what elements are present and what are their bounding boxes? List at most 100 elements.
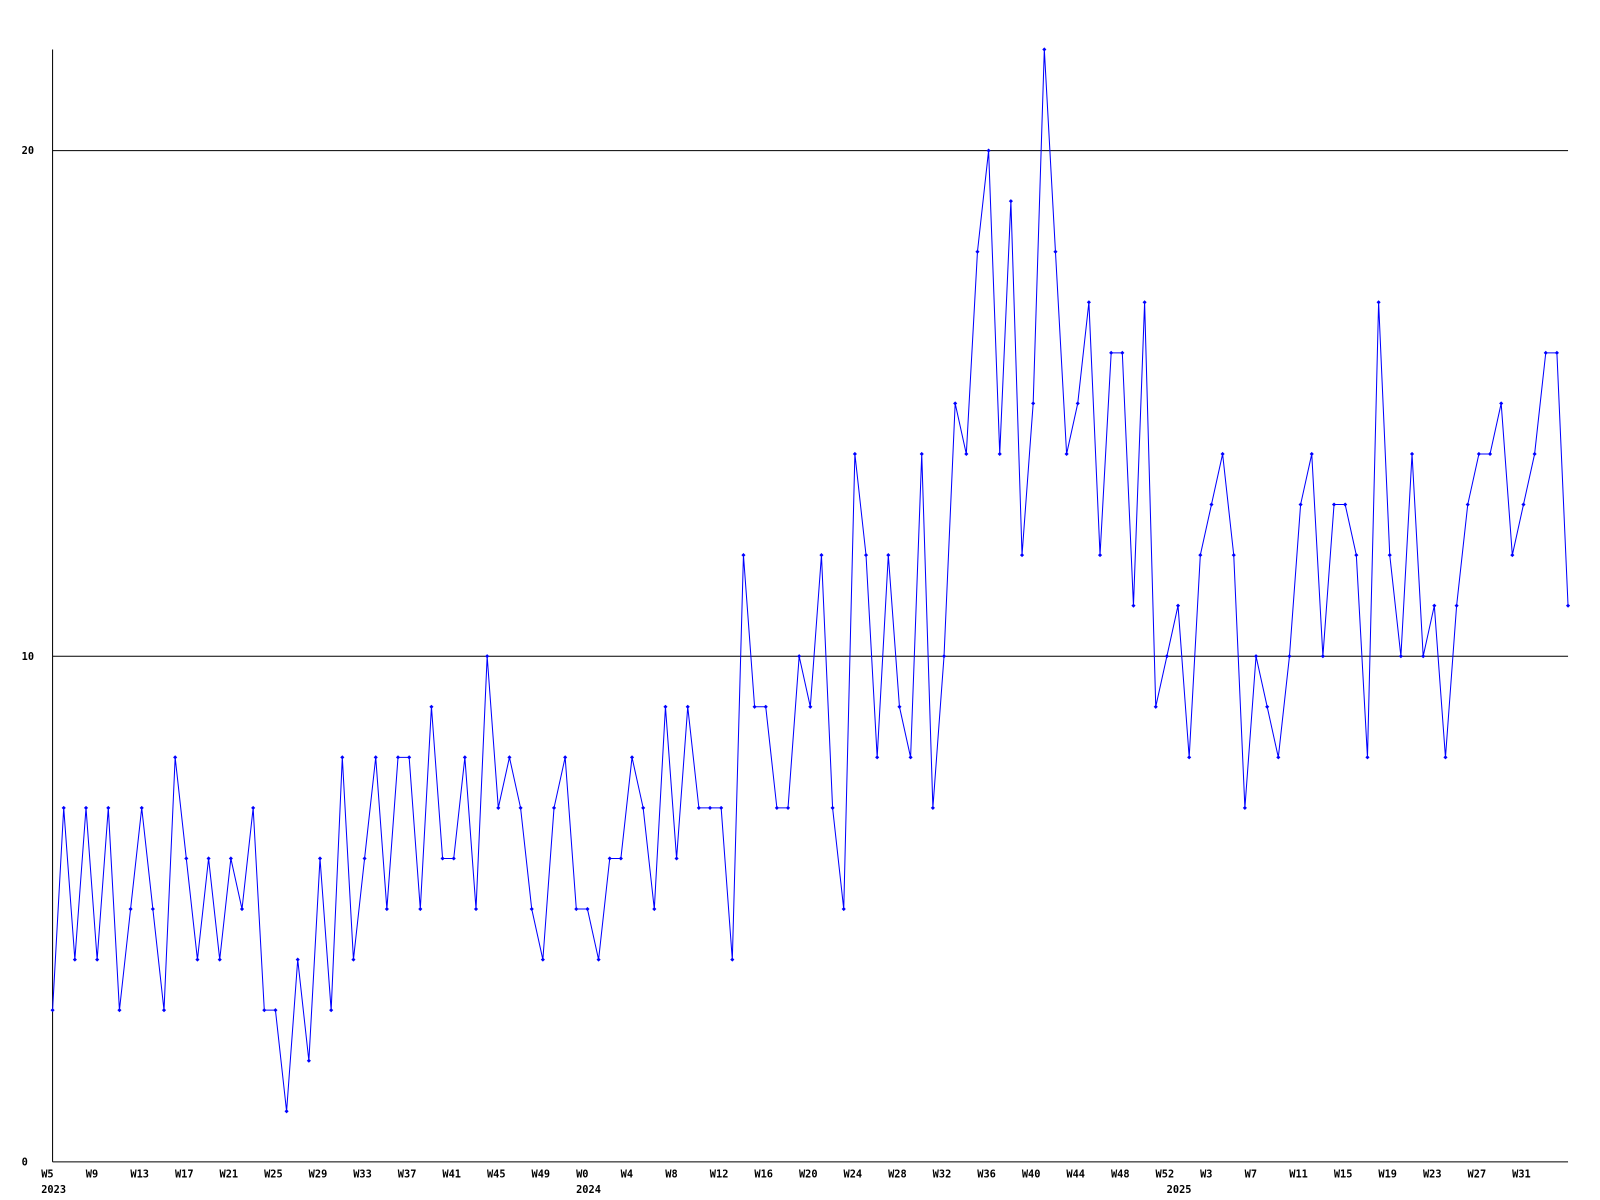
point xyxy=(1209,502,1214,507)
x-tick-label: W5 xyxy=(41,1168,53,1180)
x-tick-label: W24 xyxy=(844,1168,863,1180)
point xyxy=(540,957,545,962)
point xyxy=(329,1008,334,1013)
point xyxy=(1142,300,1147,305)
point xyxy=(273,1008,278,1013)
point xyxy=(496,805,501,810)
point xyxy=(641,805,646,810)
x-tick-label: W44 xyxy=(1066,1168,1085,1180)
point xyxy=(429,704,434,709)
year-label: 2024 xyxy=(576,1184,601,1196)
point xyxy=(1432,603,1437,608)
x-tick-label: W32 xyxy=(933,1168,952,1180)
point xyxy=(384,906,389,912)
y-tick-label: 0 xyxy=(22,1156,28,1168)
x-tick-label: W11 xyxy=(1289,1168,1308,1180)
point xyxy=(95,957,100,962)
x-tick-label: W3 xyxy=(1200,1168,1212,1180)
year-label: 2023 xyxy=(41,1184,66,1196)
point xyxy=(407,755,412,760)
point xyxy=(1042,47,1047,52)
point xyxy=(551,805,557,810)
point xyxy=(1120,350,1125,355)
point xyxy=(206,856,211,861)
point xyxy=(841,906,846,912)
point xyxy=(418,906,423,912)
x-tick-label: W37 xyxy=(398,1168,417,1180)
point xyxy=(451,856,456,861)
point xyxy=(1287,654,1292,659)
point xyxy=(1354,553,1359,558)
point xyxy=(763,704,768,709)
point xyxy=(785,805,791,810)
x-tick-label: W17 xyxy=(175,1168,194,1180)
point xyxy=(1298,502,1303,507)
point xyxy=(1421,654,1426,659)
point xyxy=(930,805,935,810)
point xyxy=(72,957,77,962)
point xyxy=(618,856,623,861)
point xyxy=(362,856,367,861)
point xyxy=(574,906,579,912)
y-tick-label: 20 xyxy=(22,145,34,157)
point xyxy=(1465,502,1470,507)
point xyxy=(1510,553,1515,558)
x-tick-label: W16 xyxy=(754,1168,773,1180)
point xyxy=(1019,553,1025,558)
x-tick-label: W36 xyxy=(977,1168,996,1180)
point xyxy=(1064,451,1069,457)
point xyxy=(161,1008,167,1013)
point xyxy=(1543,350,1548,355)
point xyxy=(863,553,869,558)
x-tick-label: W48 xyxy=(1111,1168,1130,1180)
point xyxy=(1242,805,1247,810)
x-tick-label: W41 xyxy=(442,1168,461,1180)
point xyxy=(797,654,802,659)
x-tick-label: W7 xyxy=(1245,1168,1257,1180)
point xyxy=(440,856,445,861)
point xyxy=(607,856,612,861)
point xyxy=(1376,300,1381,305)
point xyxy=(1443,755,1448,760)
point xyxy=(1532,451,1537,457)
point xyxy=(284,1109,289,1114)
point xyxy=(585,906,590,912)
point xyxy=(1253,654,1259,659)
point xyxy=(1031,401,1036,406)
point xyxy=(1109,350,1114,355)
x-tick-label: W4 xyxy=(621,1168,633,1180)
point xyxy=(395,755,401,760)
point xyxy=(1008,199,1013,204)
point xyxy=(61,805,66,810)
point xyxy=(373,755,378,760)
point xyxy=(1086,300,1091,305)
point xyxy=(1454,603,1459,608)
point xyxy=(117,1008,122,1013)
x-tick-label: W20 xyxy=(799,1168,818,1180)
x-tick-label: W0 xyxy=(576,1168,588,1180)
point xyxy=(1187,755,1192,760)
point xyxy=(629,755,635,760)
point xyxy=(719,805,724,810)
point xyxy=(919,451,924,457)
point xyxy=(752,704,757,709)
point xyxy=(1265,704,1270,709)
x-tick-label: W45 xyxy=(487,1168,506,1180)
point xyxy=(1343,502,1348,507)
point xyxy=(1565,603,1571,608)
point xyxy=(1320,654,1325,659)
point xyxy=(1387,553,1392,558)
x-tick-label: W25 xyxy=(264,1168,283,1180)
point xyxy=(306,1058,311,1063)
point xyxy=(964,451,969,457)
point xyxy=(150,906,155,912)
point xyxy=(674,856,679,861)
point xyxy=(1198,553,1203,558)
point xyxy=(1164,654,1169,659)
point xyxy=(1331,502,1337,507)
point xyxy=(1175,603,1181,608)
point xyxy=(1153,704,1158,709)
point xyxy=(139,805,144,810)
